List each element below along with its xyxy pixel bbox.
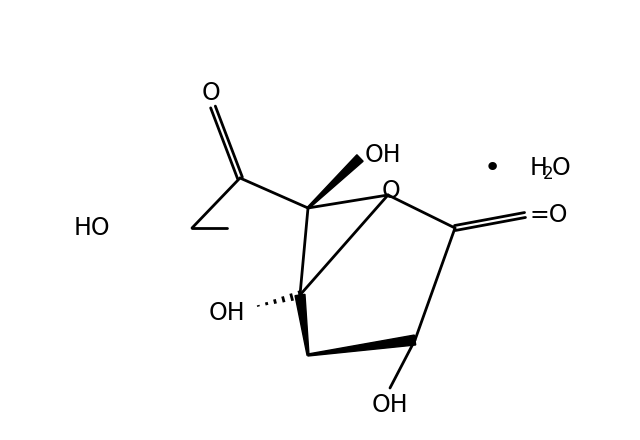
Text: HO: HO [74,216,110,240]
Text: O: O [552,156,571,180]
Polygon shape [307,155,363,209]
Text: =O: =O [530,203,568,227]
Text: •: • [483,154,500,182]
Polygon shape [295,294,309,355]
Polygon shape [308,335,416,356]
Text: OH: OH [365,143,402,167]
Text: OH: OH [372,393,408,417]
Text: 2: 2 [543,165,554,183]
Text: H: H [530,156,548,180]
Text: O: O [381,179,401,203]
Text: O: O [202,81,220,105]
Text: OH: OH [209,301,245,325]
